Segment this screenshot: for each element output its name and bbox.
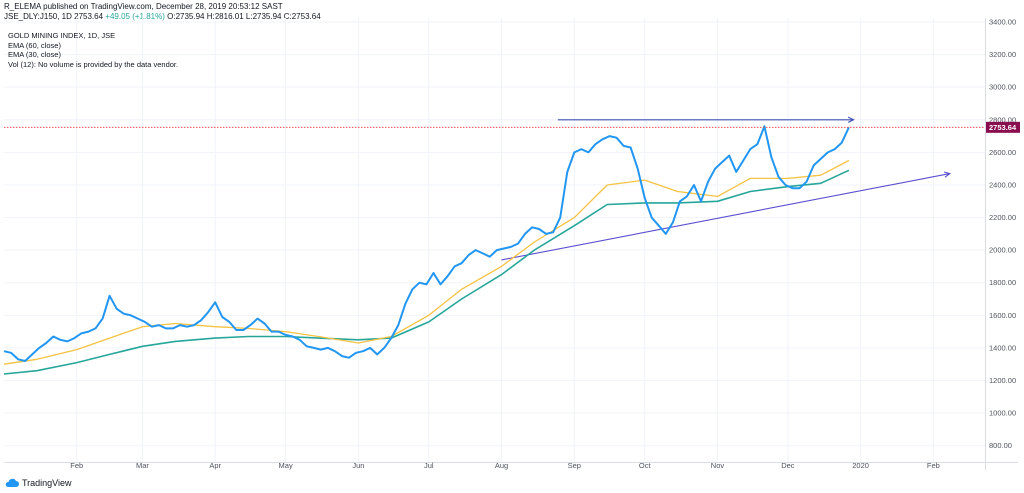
- series-line-ema-yellow: [3, 159, 850, 365]
- trendline-support[interactable]: [501, 173, 950, 261]
- x-tick-label: Oct: [639, 461, 652, 470]
- low-value: 2735.94: [252, 12, 282, 21]
- low-label: L:: [245, 12, 253, 21]
- y-tick-label: 1000.00: [989, 409, 1016, 418]
- y-tick-label: 3400.00: [989, 18, 1016, 27]
- x-tick-label: Sep: [568, 461, 581, 470]
- footer[interactable]: TradingView: [5, 478, 72, 488]
- last-value: 2753.64: [74, 12, 104, 21]
- x-tick-label: Jun: [352, 461, 364, 470]
- chart-legend: GOLD MINING INDEX, 1D, JSE EMA (60, clos…: [8, 31, 178, 69]
- open-label: O:: [167, 12, 176, 21]
- x-tick-label: Aug: [495, 461, 508, 470]
- y-tick-label: 1200.00: [989, 376, 1016, 385]
- x-tick-label: Jul: [424, 461, 434, 470]
- y-tick-label: 2400.00: [989, 180, 1016, 189]
- y-tick-label: 1600.00: [989, 311, 1016, 320]
- open-value: 2735.94: [175, 12, 205, 21]
- legend-ema-60: EMA (60, close): [8, 40, 61, 50]
- last-price-badge: [986, 121, 1020, 133]
- x-axis[interactable]: Feb Mar Apr May Jun Jul Aug Sep Oct Nov Dec 2020 Feb: [70, 461, 940, 470]
- x-tick-label: Dec: [781, 461, 795, 470]
- series-line-price: [3, 125, 850, 362]
- close-label: C:: [283, 12, 292, 21]
- high-label: H:: [206, 12, 215, 21]
- y-tick-label: 3200.00: [989, 50, 1016, 59]
- x-tick-label: Mar: [136, 461, 149, 470]
- change-value: +49.05 (+1.81%): [105, 12, 165, 21]
- y-tick-label: 1800.00: [989, 278, 1016, 287]
- axis-separator-right: [985, 18, 986, 470]
- x-tick-label: Nov: [711, 461, 725, 470]
- publish-info: R_ELEMA published on TradingView.com, De…: [4, 2, 283, 11]
- y-tick-label: 2000.00: [989, 246, 1016, 255]
- tradingview-cloud-icon: [5, 478, 19, 487]
- high-value: 2816.01: [214, 12, 244, 21]
- close-value: 2753.64: [291, 12, 321, 21]
- footer-brand: TradingView: [22, 478, 72, 488]
- y-tick-label: 1400.00: [989, 343, 1016, 352]
- last-price-marker: 2753.64: [4, 121, 1020, 133]
- ohlc-line: JSE_DLY:J150, 1D 2753.64 +49.05 (+1.81%)…: [4, 12, 321, 21]
- x-tick-label: Apr: [209, 461, 221, 470]
- series-line-ema-green: [3, 169, 850, 375]
- x-tick-label: Feb: [70, 461, 83, 470]
- trendline-arrowhead: [943, 171, 952, 178]
- axis-separator-bottom: [4, 462, 1018, 463]
- legend-title: GOLD MINING INDEX, 1D, JSE: [8, 31, 116, 40]
- x-tick-label: May: [279, 461, 293, 470]
- legend-ema-30: EMA (30, close): [8, 50, 61, 59]
- y-tick-label: 2200.00: [989, 213, 1016, 222]
- y-axis[interactable]: 3400.00 3200.00 3000.00 2800.00 2600.00 2400.…: [989, 18, 1016, 451]
- y-tick-label: 2800.00: [989, 115, 1016, 124]
- trendline-arrowhead: [847, 116, 855, 123]
- y-tick-label: 800.00: [989, 441, 1012, 450]
- x-tick-label: Feb: [927, 461, 940, 470]
- legend-volume: Vol (12): No volume is provided by the d…: [8, 59, 179, 69]
- last-price-label: 2753.64: [989, 123, 1017, 132]
- trendlines[interactable]: [501, 116, 952, 261]
- y-tick-label: 3000.00: [989, 83, 1016, 92]
- y-tick-label: 2600.00: [989, 148, 1016, 157]
- x-tick-label: 2020: [852, 461, 869, 470]
- symbol-label: JSE_DLY:J150, 1D: [4, 12, 72, 21]
- grid: [4, 18, 985, 462]
- series-lines: [3, 125, 850, 375]
